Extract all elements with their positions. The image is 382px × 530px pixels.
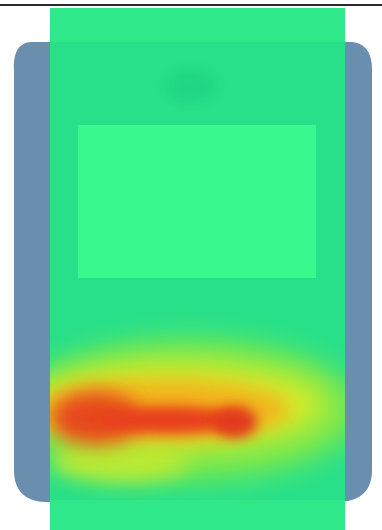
top-rule — [0, 4, 382, 6]
heat-mid-lower — [50, 438, 190, 482]
earpiece — [165, 70, 217, 102]
heat-peak-right — [213, 406, 257, 438]
heat-peak-center — [100, 406, 240, 434]
heat-spots — [50, 340, 345, 482]
screen — [78, 125, 316, 278]
heat-peak-left — [50, 392, 140, 444]
